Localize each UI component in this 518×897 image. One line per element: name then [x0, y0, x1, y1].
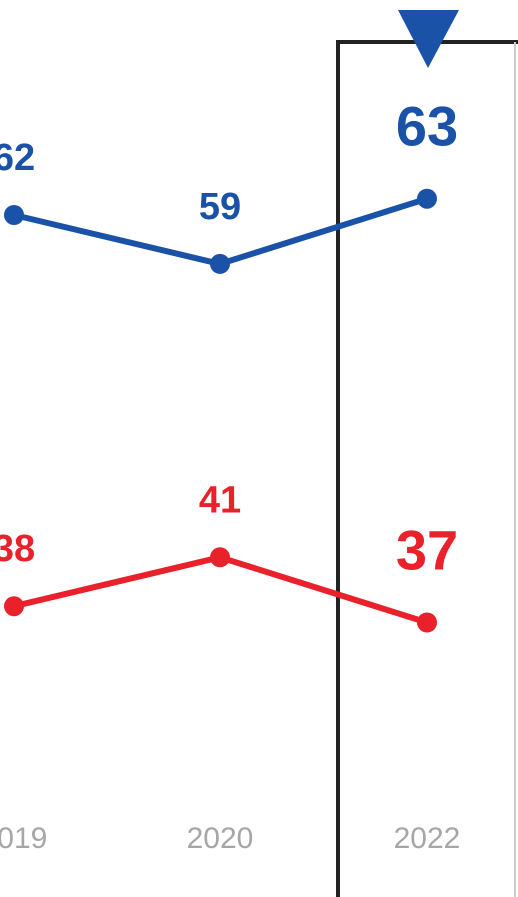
- data-label: 41: [199, 479, 241, 521]
- point: [210, 547, 230, 568]
- x-tick-label: 2022: [394, 822, 461, 855]
- point: [210, 253, 230, 274]
- data-label: 38: [0, 528, 35, 570]
- point: [4, 205, 24, 225]
- data-label: 59: [199, 186, 241, 228]
- point: [417, 188, 437, 209]
- point: [4, 596, 24, 617]
- x-tick-label: 2019: [0, 822, 47, 855]
- x-tick-label: 2020: [187, 822, 254, 855]
- data-label: 63: [396, 94, 458, 157]
- data-label: 62: [0, 137, 35, 179]
- data-label: 37: [396, 518, 458, 581]
- highlight-frame: [336, 40, 518, 897]
- highlight-marker: [398, 10, 459, 68]
- point: [417, 612, 437, 633]
